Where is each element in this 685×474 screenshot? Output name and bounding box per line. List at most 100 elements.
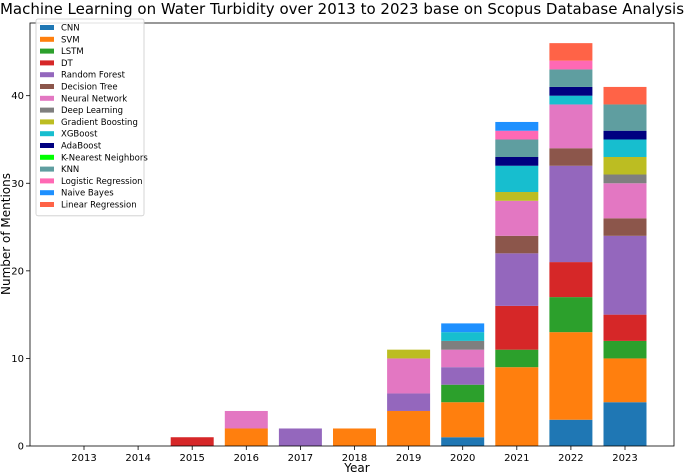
bar-segment-2019-random-forest	[387, 393, 431, 411]
legend-swatch-adaboost	[40, 143, 54, 148]
legend-swatch-linear-regression	[40, 202, 54, 207]
x-tick-label-2015: 2015	[179, 453, 204, 464]
bar-segment-2020-naive-bayes	[441, 323, 485, 333]
x-tick-label-2022: 2022	[558, 453, 583, 464]
legend-label-dt: DT	[61, 59, 74, 69]
legend-label-svm: SVM	[61, 35, 80, 45]
legend-label-xgboost: XGBoost	[61, 130, 98, 140]
bar-segment-2023-xgboost	[603, 139, 647, 157]
bar-segment-2022-decision-tree	[549, 148, 593, 166]
bar-segment-2023-deep-learning	[603, 174, 647, 184]
legend-label-decision-tree: Decision Tree	[61, 83, 118, 93]
legend-swatch-gradient-boosting	[40, 119, 54, 125]
bar-segment-2021-svm	[495, 367, 539, 446]
bar-segment-2020-cnn	[441, 437, 485, 446]
bar-segment-2022-xgboost	[549, 95, 593, 105]
bar-segment-2023-adaboost	[603, 130, 647, 140]
bar-segment-2022-lstm	[549, 297, 593, 333]
x-tick-label-2016: 2016	[234, 453, 259, 464]
bar-segment-2022-dt	[549, 262, 593, 298]
legend-frame	[35, 18, 145, 217]
bar-segment-2021-logistic-regression	[495, 130, 539, 140]
bar-segment-2022-svm	[549, 332, 593, 420]
y-tick-label-0: 0	[18, 442, 24, 453]
x-tick-label-2018: 2018	[342, 453, 367, 464]
x-tick-label-2014: 2014	[125, 453, 150, 464]
bar-segment-2021-xgboost	[495, 165, 539, 193]
axis-ticks: 2013 2014 2015 2016 2017 2018 2019 2020 2021 2022…	[11, 91, 637, 464]
legend-swatch-decision-tree	[40, 84, 54, 89]
bar-segment-2020-svm	[441, 402, 485, 438]
bar-segment-2023-svm	[603, 358, 647, 403]
bar-segment-2021-decision-tree	[495, 235, 539, 254]
legend-label-adaboost: AdaBoost	[61, 142, 102, 152]
legend-swatch-naive-bayes	[40, 190, 54, 196]
legend-label-cnn: CNN	[61, 24, 80, 34]
bar-segment-2022-logistic-regression	[549, 60, 593, 70]
bar-segment-2023-linear-regression	[603, 86, 647, 105]
legend-label-deep-learning: Deep Learning	[61, 106, 123, 116]
y-axis-label: Number of Mentions	[0, 173, 13, 295]
bar-segment-2017-random-forest	[278, 428, 322, 446]
bar-segment-2021-gradient-boosting	[495, 192, 539, 201]
x-axis-label: Year	[343, 461, 369, 474]
bar-segment-2021-lstm	[495, 349, 539, 368]
bar-segment-2021-knn	[495, 139, 539, 157]
bar-segment-2020-neural-network	[441, 349, 485, 368]
bar-segment-2023-neural-network	[603, 183, 647, 219]
bar-segment-2023-knn	[603, 104, 647, 131]
legend-label-lstm: LSTM	[61, 47, 84, 57]
legend-swatch-k-nearest-neighbors	[40, 154, 54, 160]
bar-segment-2020-deep-learning	[441, 340, 485, 350]
x-tick-label-2021: 2021	[504, 453, 529, 464]
legend-label-logistic-regression: Logistic Regression	[61, 177, 143, 187]
plot-frame	[29, 22, 675, 447]
legend-swatch-xgboost	[40, 131, 54, 137]
legend-swatch-dt	[40, 60, 54, 66]
bar-segment-2015-dt	[170, 437, 214, 446]
chart-title: Machine Learning on Water Turbidity over…	[0, 0, 684, 18]
bar-segment-2022-knn	[549, 69, 593, 87]
y-tick-label-10: 10	[11, 354, 24, 365]
bar-segment-2020-random-forest	[441, 367, 485, 385]
legend-swatch-neural-network	[40, 95, 54, 101]
bar-segment-2022-adaboost	[549, 86, 593, 96]
legend-swatch-random-forest	[40, 72, 54, 78]
bar-segment-2018-svm	[333, 428, 376, 446]
legend-label-random-forest: Random Forest	[61, 71, 126, 81]
bar-segment-2022-random-forest	[549, 165, 593, 263]
legend-label-naive-bayes: Naive Bayes	[61, 189, 114, 199]
bar-segment-2022-cnn	[549, 419, 593, 446]
bars	[170, 43, 647, 446]
x-tick-label-2013: 2013	[71, 453, 96, 464]
bar-segment-2023-decision-tree	[603, 218, 647, 236]
y-tick-label-20: 20	[11, 266, 24, 277]
legend-swatch-svm	[40, 36, 54, 42]
bar-segment-2023-dt	[603, 314, 647, 341]
legend-label-k-nearest-neighbors: K-Nearest Neighbors	[61, 153, 148, 163]
legend-swatch-deep-learning	[40, 107, 54, 113]
bar-segment-2021-naive-bayes	[495, 121, 539, 131]
bar-segment-2023-cnn	[603, 402, 647, 446]
bar-segment-2023-lstm	[603, 340, 647, 359]
x-tick-label-2019: 2019	[396, 453, 421, 464]
legend-label-linear-regression: Linear Regression	[61, 201, 137, 211]
x-tick-label-2017: 2017	[288, 453, 313, 464]
bar-segment-2023-gradient-boosting	[603, 156, 647, 175]
bar-segment-2022-neural-network	[549, 104, 593, 149]
bar-segment-2019-neural-network	[387, 358, 431, 394]
bar-segment-2021-dt	[495, 305, 539, 350]
bar-segment-2020-xgboost	[441, 332, 485, 341]
legend-label-gradient-boosting: Gradient Boosting	[61, 118, 138, 128]
legend-swatch-logistic-regression	[40, 178, 54, 184]
bar-segment-2016-svm	[224, 428, 268, 446]
legend-swatch-lstm	[40, 48, 54, 54]
bar-segment-2020-lstm	[441, 384, 485, 403]
legend-swatch-cnn	[40, 25, 54, 30]
x-tick-label-2020: 2020	[450, 453, 475, 464]
bar-segment-2019-svm	[387, 410, 431, 446]
bar-segment-2023-random-forest	[603, 235, 647, 315]
legend-swatch-knn	[40, 166, 54, 172]
